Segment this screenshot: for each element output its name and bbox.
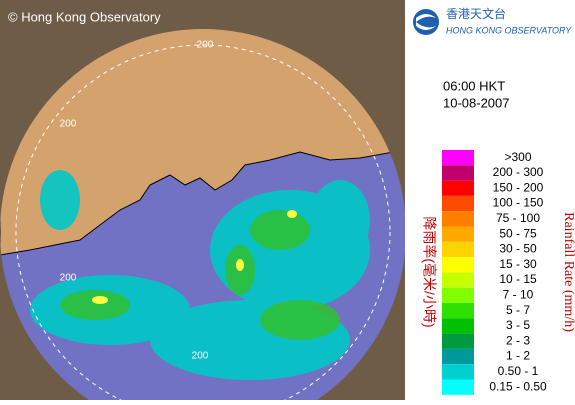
- legend-label: 1 - 2: [506, 349, 530, 363]
- logo: 香港天文台 HONG KONG OBSERVATORY: [413, 6, 572, 35]
- legend-label: 10 - 15: [499, 272, 537, 286]
- radar-disc: [0, 29, 406, 405]
- legend-label: 100 - 150: [493, 196, 544, 210]
- legend-swatch: [442, 150, 474, 166]
- legend-swatch: [442, 287, 474, 303]
- legend-swatch: [442, 379, 474, 395]
- legend-swatch: [442, 226, 474, 242]
- logo-chinese: 香港天文台: [446, 6, 506, 21]
- legend-label: 3 - 5: [506, 318, 530, 332]
- legend-label: 200 - 300: [493, 165, 544, 179]
- legend-label: 75 - 100: [496, 211, 540, 225]
- legend-swatch: [442, 348, 474, 365]
- legend-title-english: Rainfall Rate (mm/h): [561, 212, 575, 332]
- legend-label: 30 - 50: [499, 242, 537, 256]
- legend-swatch: [442, 333, 474, 349]
- legend-swatch: [442, 241, 474, 258]
- time: 06:00 HKT: [443, 78, 505, 93]
- legend-label: 0.15 - 0.50: [489, 379, 547, 393]
- logo-english: HONG KONG OBSERVATORY: [446, 25, 572, 35]
- legend-swatch: [442, 257, 474, 273]
- legend-label: 7 - 10: [503, 288, 534, 302]
- legend-swatch: [442, 364, 474, 380]
- legend-label: 15 - 30: [499, 257, 537, 271]
- legend-label: 5 - 7: [506, 303, 530, 317]
- land: [0, 29, 406, 256]
- range-label: 200: [197, 40, 214, 51]
- legend-label: 2 - 3: [506, 333, 530, 347]
- legend-label: 50 - 75: [499, 226, 537, 240]
- range-label: 200: [192, 351, 209, 362]
- logo-icon: [413, 9, 439, 35]
- legend-swatch: [442, 195, 474, 212]
- legend-title-chinese: 降雨率(毫米/小時): [421, 216, 437, 327]
- legend-swatch: [442, 303, 474, 319]
- range-label: 200: [60, 119, 77, 130]
- copyright: © Hong Kong Observatory: [8, 9, 161, 24]
- legend-swatch: [442, 180, 474, 196]
- legend-swatch: [442, 318, 474, 334]
- range-ring: [15, 44, 391, 405]
- date: 10-08-2007: [443, 95, 510, 110]
- range-label: 200: [60, 273, 77, 284]
- legend-swatch: [442, 165, 474, 181]
- legend-label: 0.50 - 1: [498, 364, 539, 378]
- legend-label: 150 - 200: [493, 180, 544, 194]
- legend-label: >300: [504, 150, 531, 164]
- legend-swatch: [442, 211, 474, 227]
- legend-swatch: [442, 272, 474, 288]
- rain-peaks: [92, 210, 297, 304]
